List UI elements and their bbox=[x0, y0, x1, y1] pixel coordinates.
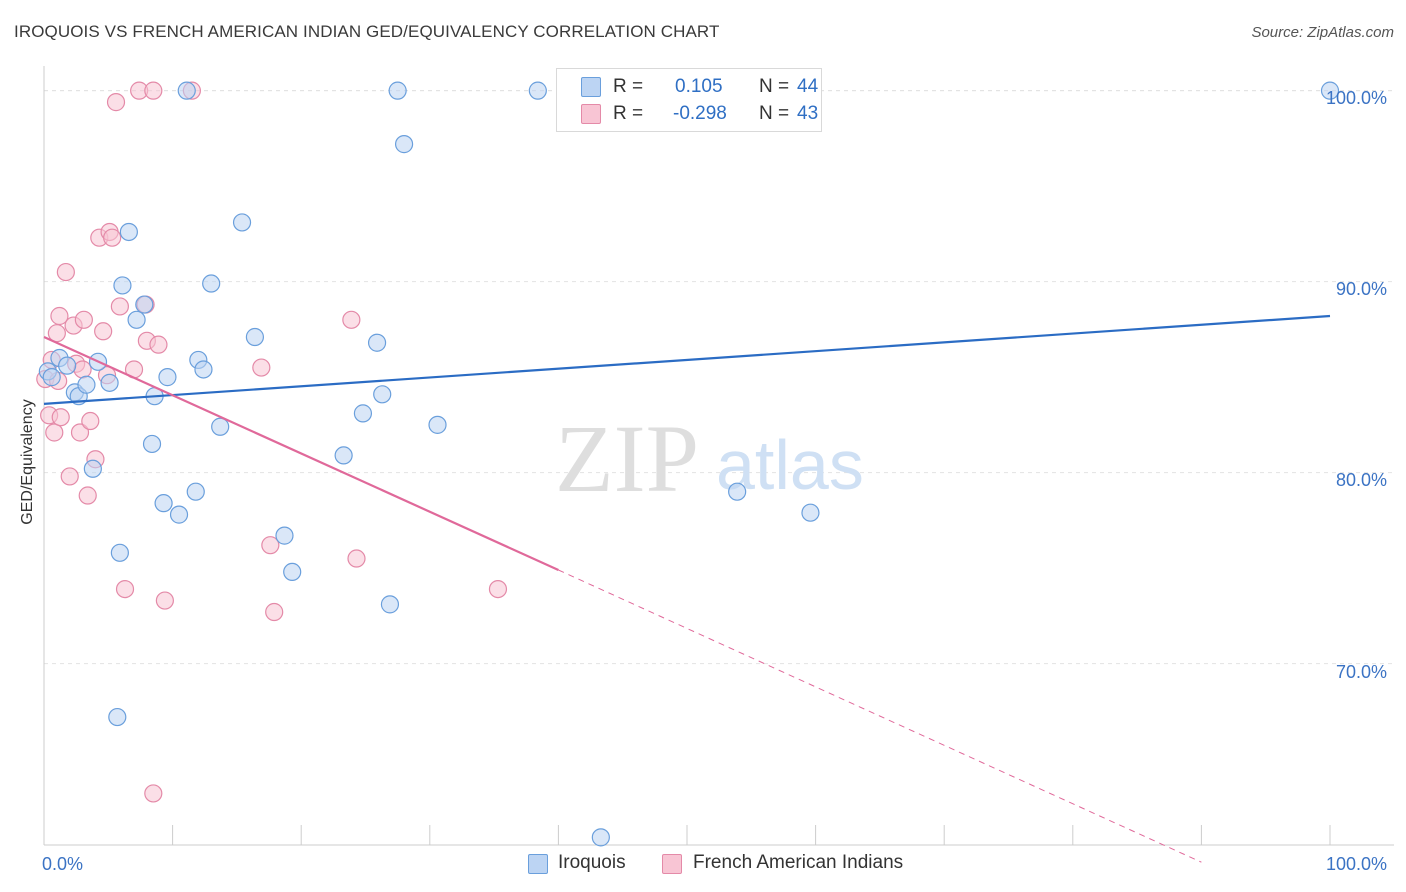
iroquois-point bbox=[177, 81, 196, 100]
grid-lines bbox=[44, 90, 1394, 665]
iroquois-point bbox=[108, 707, 127, 727]
bottom-legend-label-french: French American Indians bbox=[693, 852, 904, 873]
iroquois-point bbox=[388, 81, 407, 100]
bottom-legend-swatch-pink bbox=[662, 854, 682, 874]
french-american-indians-point bbox=[73, 360, 92, 379]
watermark-zip: ZIP bbox=[555, 405, 699, 512]
french-american-indians-point bbox=[103, 228, 122, 247]
french-american-indians-point bbox=[144, 784, 163, 803]
french-american-indians-point bbox=[110, 297, 129, 316]
iroquois-point bbox=[801, 503, 820, 522]
iroquois-points bbox=[38, 81, 1340, 847]
iroquois-point bbox=[275, 526, 294, 545]
french-trend-extension bbox=[558, 569, 1202, 863]
iroquois-point bbox=[58, 356, 77, 375]
iroquois-point bbox=[528, 81, 547, 100]
iroquois-point bbox=[202, 274, 221, 293]
y-axis-label: GED/Equivalency bbox=[19, 399, 36, 525]
iroquois-point bbox=[334, 446, 353, 465]
french-trend-line bbox=[43, 336, 559, 571]
iroquois-point bbox=[380, 595, 400, 614]
french-american-indians-point bbox=[51, 408, 70, 427]
iroquois-point bbox=[728, 482, 747, 501]
french-american-indians-point bbox=[106, 93, 126, 112]
iroquois-point bbox=[100, 373, 119, 392]
french-american-indians-point bbox=[78, 486, 97, 505]
iroquois-point bbox=[353, 404, 373, 423]
french-american-indians-point bbox=[252, 358, 271, 377]
iroquois-point bbox=[367, 333, 387, 352]
french-american-indians-point bbox=[56, 262, 75, 282]
french-american-indians-point bbox=[50, 306, 69, 326]
french-american-indians-point bbox=[342, 310, 361, 329]
french-american-indians-point bbox=[155, 591, 174, 610]
iroquois-point bbox=[1320, 81, 1340, 100]
french-american-indians-point bbox=[70, 423, 90, 442]
y-tick-70: 70.0% bbox=[1336, 662, 1388, 682]
bottom-legend-swatch-blue bbox=[528, 854, 548, 874]
y-tick-90: 90.0% bbox=[1336, 279, 1388, 299]
legend-r-label: R = bbox=[613, 103, 644, 124]
iroquois-trend-line bbox=[43, 314, 1331, 405]
iroquois-point bbox=[42, 368, 61, 387]
legend-n-value: 44 bbox=[797, 76, 819, 97]
french-american-indians-point bbox=[60, 467, 79, 486]
legend-r-value: -0.298 bbox=[673, 103, 727, 124]
french-american-indians-point bbox=[144, 81, 163, 100]
legend-n-label: N = bbox=[759, 76, 790, 97]
french-american-indians-point bbox=[347, 549, 366, 568]
legend-n-value: 43 bbox=[797, 103, 819, 124]
french-american-indians-point bbox=[94, 322, 113, 341]
legend-swatch-blue bbox=[581, 77, 601, 97]
iroquois-point bbox=[245, 327, 265, 347]
french-american-indians-point bbox=[488, 579, 508, 599]
iroquois-point bbox=[83, 459, 102, 478]
legend-swatch-pink bbox=[581, 104, 601, 124]
source-label: Source: ZipAtlas.com bbox=[1251, 24, 1394, 41]
iroquois-point bbox=[373, 385, 392, 404]
iroquois-point bbox=[142, 434, 162, 454]
legend-r-value: 0.105 bbox=[675, 76, 723, 97]
french-american-indians-point bbox=[149, 335, 168, 354]
iroquois-point bbox=[154, 494, 173, 513]
iroquois-point bbox=[113, 276, 132, 295]
x-tick-100: 100.0% bbox=[1326, 854, 1388, 874]
iroquois-point bbox=[158, 368, 177, 387]
axes bbox=[43, 66, 1394, 846]
iroquois-point bbox=[169, 505, 189, 524]
iroquois-point bbox=[119, 222, 138, 242]
iroquois-point bbox=[428, 415, 447, 434]
iroquois-point bbox=[77, 375, 96, 394]
chart-title: IROQUOIS VS FRENCH AMERICAN INDIAN GED/E… bbox=[14, 22, 720, 41]
iroquois-point bbox=[127, 310, 146, 329]
iroquois-point bbox=[186, 482, 205, 501]
legend-n-label: N = bbox=[759, 103, 790, 124]
iroquois-point bbox=[232, 213, 252, 232]
iroquois-point bbox=[394, 135, 414, 154]
legend-r-label: R = bbox=[613, 76, 644, 97]
iroquois-point bbox=[110, 543, 129, 562]
iroquois-point bbox=[591, 828, 610, 847]
iroquois-point bbox=[194, 360, 213, 379]
french-american-indians-point bbox=[81, 411, 100, 431]
french-american-indians-point bbox=[261, 536, 280, 555]
y-tick-100: 100.0% bbox=[1326, 88, 1388, 108]
bottom-legend-label-iroquois: Iroquois bbox=[558, 852, 626, 873]
french-american-indians-point bbox=[45, 423, 64, 442]
iroquois-point bbox=[135, 295, 154, 314]
correlation-legend: R = 0.105 N = 44 R = -0.298 N = 43 bbox=[556, 68, 822, 132]
iroquois-point bbox=[211, 417, 230, 436]
french-american-indians-point bbox=[115, 579, 135, 599]
french-american-indians-point bbox=[74, 310, 93, 329]
trend-lines bbox=[43, 314, 1331, 863]
iroquois-point bbox=[283, 562, 302, 582]
y-tick-80: 80.0% bbox=[1336, 470, 1388, 490]
french-american-indians-points bbox=[36, 81, 508, 803]
x-tick-0: 0.0% bbox=[42, 854, 84, 874]
french-american-indians-point bbox=[265, 602, 284, 622]
